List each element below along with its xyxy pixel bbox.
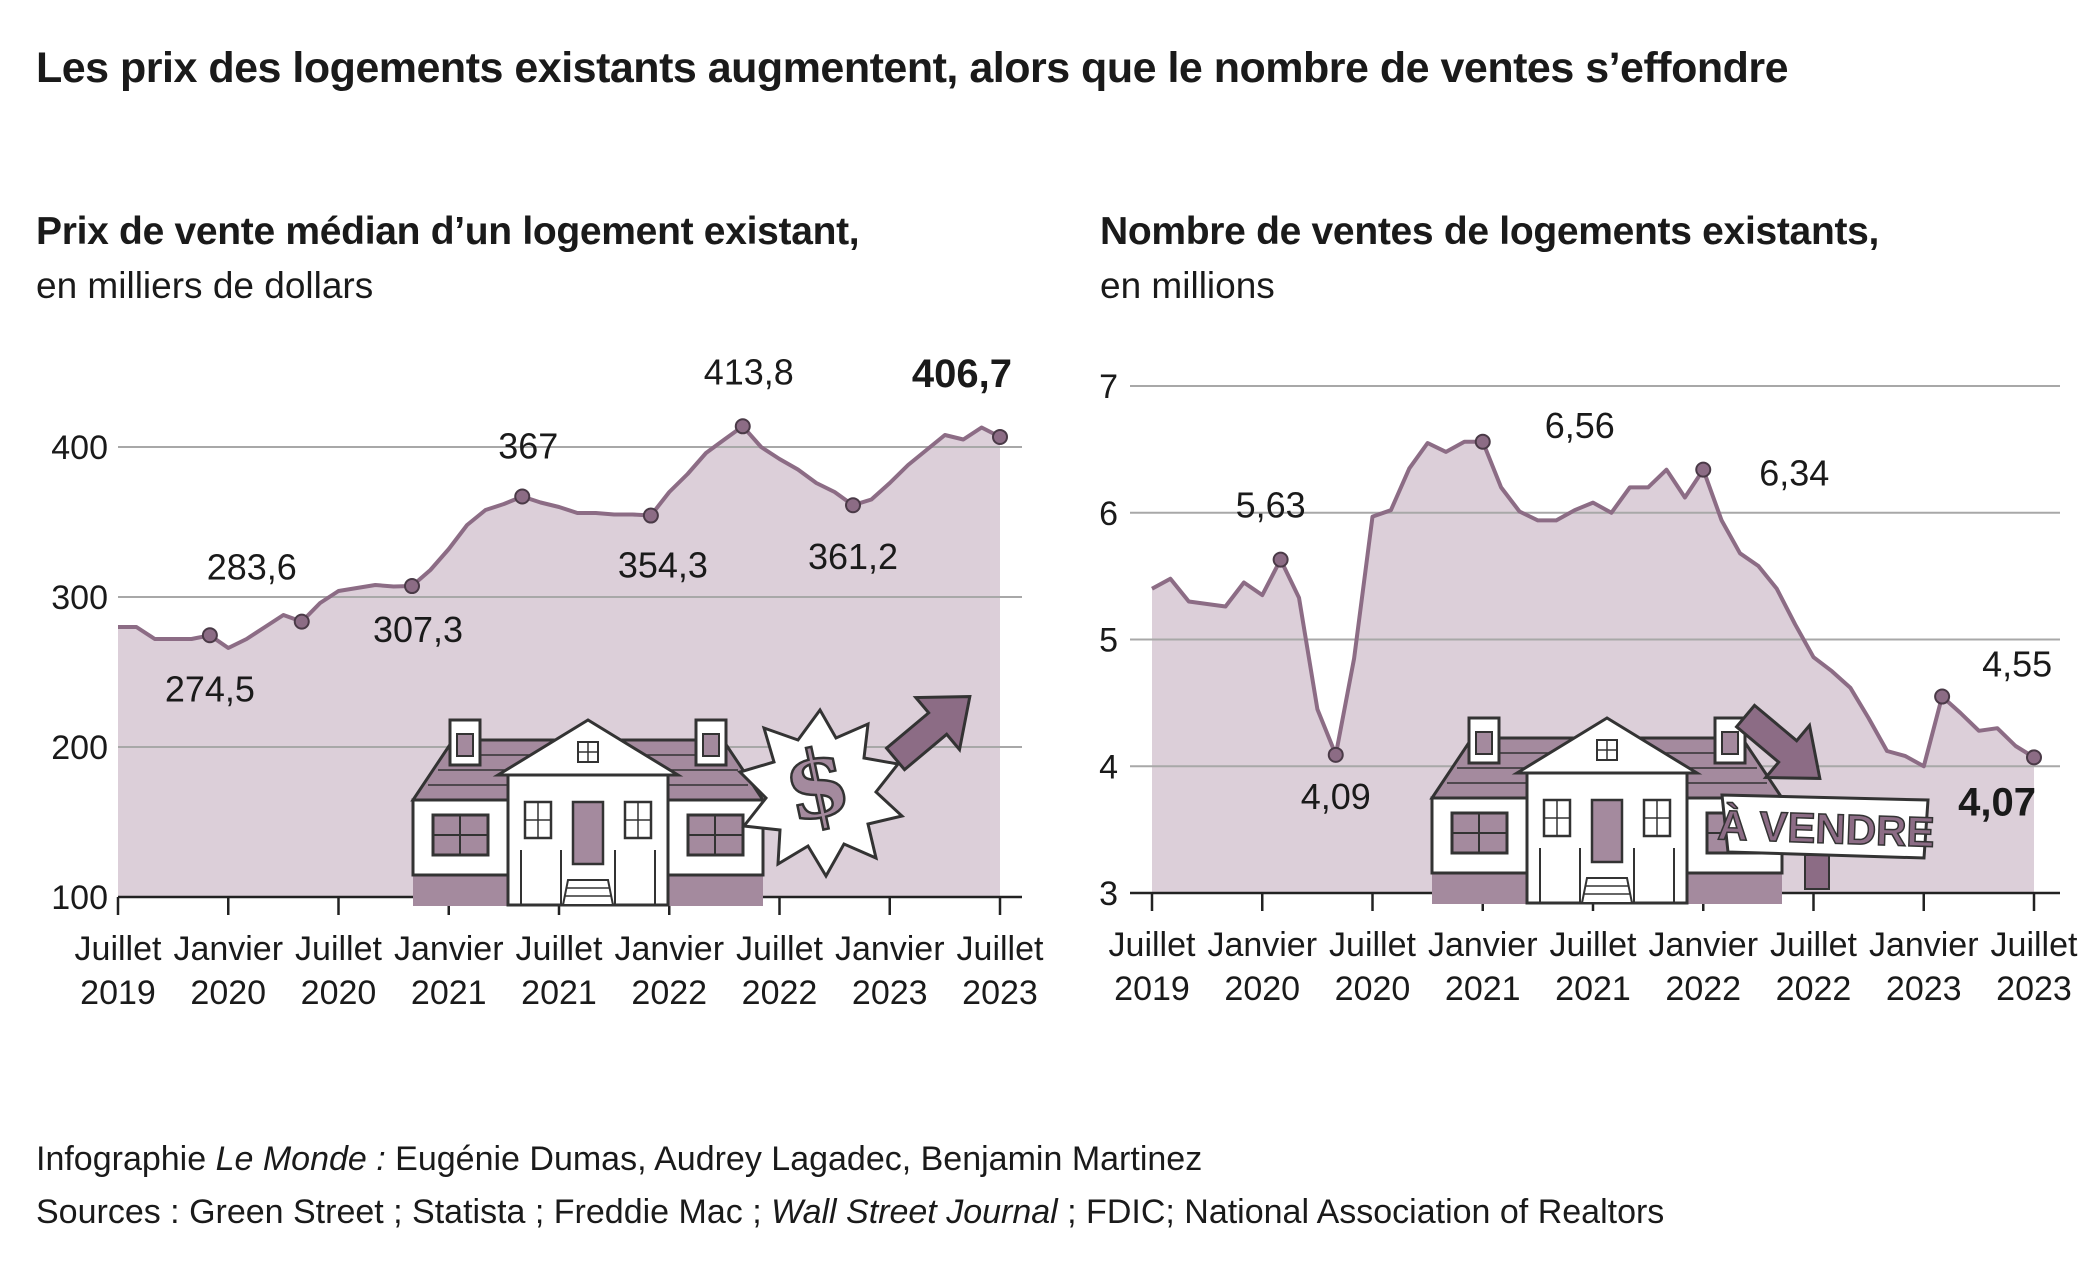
sources-prefix: Sources : Green Street ; Statista ; Fred…: [36, 1193, 762, 1231]
x-tick-label-month: Juillet: [295, 930, 382, 968]
dollar-starburst-icon: $: [737, 707, 906, 879]
down-arrow-icon: [1734, 703, 1822, 780]
y-tick-label: 300: [51, 579, 108, 617]
data-label: 6,56: [1545, 405, 1615, 446]
x-tick-label-year: 2020: [1224, 970, 1300, 1008]
x-tick-label-month: Juillet: [1550, 926, 1637, 964]
sources-wsj: Wall Street Journal: [771, 1193, 1058, 1231]
y-tick-label: 7: [1099, 368, 1118, 406]
data-label: 367: [498, 426, 558, 467]
x-tick-label-year: 2019: [80, 974, 156, 1012]
x-tick-label-year: 2023: [852, 974, 928, 1012]
x-tick-label-month: Juillet: [516, 930, 603, 968]
x-tick-label-month: Juillet: [1329, 926, 1416, 964]
data-label: 274,5: [165, 668, 255, 709]
data-point: [642, 507, 659, 524]
data-point: [404, 578, 420, 595]
credit-sources: Sources : Green Street ; Statista ; Fred…: [36, 1193, 1664, 1232]
x-tick-label-year: 2023: [1886, 970, 1962, 1008]
y-tick-label: 100: [51, 879, 108, 917]
data-point: [734, 418, 751, 435]
series-line: [1151, 439, 2036, 769]
x-tick-label-month: Juillet: [957, 930, 1044, 968]
x-tick-label-month: Janvier: [394, 930, 504, 968]
x-tick-label-year: 2021: [411, 974, 487, 1012]
chart-left-prix: 100 200 300 400 Juillet 2019 Janvier 2020 Juille…: [51, 351, 1044, 1012]
credit-infographie: Infographie Le Monde : Eugénie Dumas, Au…: [36, 1140, 1202, 1179]
x-tick-label-year: 2021: [1555, 970, 1631, 1008]
x-tick-label-month: Juillet: [736, 930, 823, 968]
x-tick-label-month: Janvier: [1207, 926, 1317, 964]
sources-suffix: ; FDIC; National Association of Realtors: [1067, 1193, 1665, 1231]
data-label: 361,2: [808, 536, 898, 577]
x-tick-label-year: 2020: [190, 974, 266, 1012]
data-label: 4,07: [1958, 780, 2036, 824]
x-tick-label-month: Juillet: [1770, 926, 1857, 964]
data-point: [845, 497, 861, 514]
credit-publication: Le Monde :: [215, 1140, 386, 1178]
data-point: [1327, 746, 1344, 763]
x-tick-label-year: 2022: [742, 974, 818, 1012]
x-tick-label-year: 2021: [1445, 970, 1521, 1008]
x-tick-label-month: Janvier: [835, 930, 945, 968]
x-tick-label-month: Janvier: [1869, 926, 1979, 964]
data-point: [514, 488, 531, 505]
chart-right-ventes: 3 4 5 6 7 Juillet 2019 Janvier 2020 Juillet 2020 Ja…: [1099, 368, 2078, 1008]
data-point: [2026, 749, 2042, 766]
y-tick-label: 400: [51, 429, 108, 467]
x-tick-label-year: 2020: [301, 974, 377, 1012]
x-tick-label-year: 2023: [962, 974, 1038, 1012]
data-point: [1272, 551, 1289, 568]
data-point: [1474, 433, 1491, 450]
credit-authors: Eugénie Dumas, Audrey Lagadec, Benjamin …: [395, 1140, 1203, 1178]
x-tick-label-month: Juillet: [1991, 926, 2078, 964]
credit-prefix: Infographie: [36, 1140, 207, 1178]
x-tick-label-month: Janvier: [1648, 926, 1758, 964]
x-tick-label-month: Juillet: [1109, 926, 1196, 964]
y-tick-label: 200: [51, 729, 108, 767]
y-tick-label: 3: [1099, 875, 1118, 913]
for-sale-sign-icon: À VENDRE: [1716, 793, 1936, 890]
left-chart-title: Prix de vente médian d’un logement exist…: [36, 210, 860, 253]
x-tick-label-year: 2022: [1665, 970, 1741, 1008]
data-label: 6,34: [1759, 453, 1829, 494]
x-tick-label-month: Juillet: [75, 930, 162, 968]
data-point: [201, 627, 218, 644]
x-tick-label-month: Janvier: [1428, 926, 1538, 964]
data-label: 283,6: [207, 547, 297, 588]
data-point: [1934, 688, 1951, 705]
y-tick-label: 5: [1099, 622, 1118, 660]
data-label: 4,55: [1982, 644, 2052, 685]
right-chart-title: Nombre de ventes de logements existants,: [1100, 210, 1880, 253]
area-fill: [1152, 441, 2034, 893]
up-arrow-icon: [884, 695, 972, 772]
y-tick-label: 6: [1099, 495, 1118, 533]
x-tick-label-year: 2023: [1996, 970, 2072, 1008]
x-tick-label-month: Janvier: [614, 930, 724, 968]
data-label: 4,09: [1301, 776, 1371, 817]
data-label: 5,63: [1236, 485, 1306, 526]
data-point: [992, 428, 1008, 445]
data-point: [1695, 461, 1712, 478]
data-label: 406,7: [912, 352, 1012, 396]
house-illustration: [411, 718, 765, 908]
data-point: [293, 613, 310, 630]
right-chart-subtitle: en millions: [1100, 265, 1275, 306]
x-tick-label-year: 2022: [1776, 970, 1852, 1008]
main-title: Les prix des logements existants augment…: [36, 44, 1789, 92]
x-tick-label-year: 2022: [631, 974, 707, 1012]
x-tick-label-year: 2019: [1114, 970, 1190, 1008]
data-label: 307,3: [373, 609, 463, 650]
x-tick-label-year: 2021: [521, 974, 597, 1012]
for-sale-sign-text: À VENDRE: [1717, 801, 1936, 856]
left-chart-subtitle: en milliers de dollars: [36, 265, 374, 306]
data-label: 354,3: [618, 545, 708, 586]
x-tick-label-year: 2020: [1335, 970, 1411, 1008]
y-tick-label: 4: [1099, 748, 1118, 786]
x-tick-label-month: Janvier: [173, 930, 283, 968]
data-label: 413,8: [704, 351, 794, 392]
